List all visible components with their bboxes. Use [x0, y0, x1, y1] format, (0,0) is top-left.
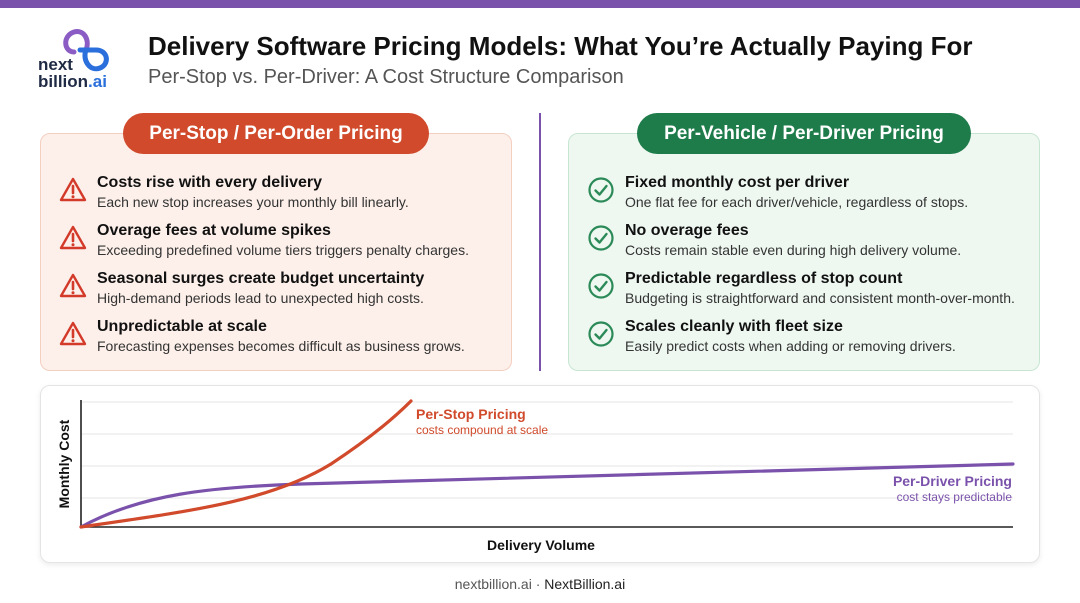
x-axis-label: Delivery Volume	[487, 537, 595, 553]
item-description: Budgeting is straightforward and consist…	[625, 290, 1015, 306]
warning-icon	[59, 272, 87, 300]
check-circle-icon	[587, 224, 615, 252]
item-description: Forecasting expenses becomes difficult a…	[97, 338, 465, 354]
per-driver-panel	[568, 133, 1040, 371]
per-stop-series-line	[79, 399, 413, 529]
item-description: Exceeding predefined volume tiers trigge…	[97, 242, 469, 258]
column-divider	[539, 113, 541, 371]
per-stop-series-note: costs compound at scale	[416, 423, 548, 437]
y-axis-label: Monthly Cost	[56, 419, 72, 508]
check-circle-icon	[587, 320, 615, 348]
per-stop-series-label: Per-Stop Pricing	[416, 406, 526, 422]
item-description: High-demand periods lead to unexpected h…	[97, 290, 424, 306]
item-heading: Scales cleanly with fleet size	[625, 318, 843, 335]
per-stop-title-pill: Per-Stop / Per-Order Pricing	[123, 113, 429, 154]
check-circle-icon	[587, 272, 615, 300]
item-description: One flat fee for each driver/vehicle, re…	[625, 194, 969, 210]
item-heading: Overage fees at volume spikes	[97, 222, 331, 239]
item-heading: Unpredictable at scale	[97, 318, 267, 335]
nextbillion-logo: next billion.ai	[38, 26, 128, 96]
item-description: Costs remain stable even during high del…	[625, 242, 962, 258]
item-heading: Fixed monthly cost per driver	[625, 174, 850, 191]
page-title: Delivery Software Pricing Models: What Y…	[148, 31, 973, 61]
logo-suffix: .ai	[88, 72, 107, 91]
warning-icon	[59, 176, 87, 204]
item-heading: Seasonal surges create budget uncertaint…	[97, 270, 425, 287]
per-driver-title-pill: Per-Vehicle / Per-Driver Pricing	[637, 113, 971, 154]
logo-line-1: next	[38, 55, 73, 74]
page-subtitle: Per-Stop vs. Per-Driver: A Cost Structur…	[148, 66, 624, 88]
footer-brand: NextBillion.ai	[544, 576, 626, 592]
footer-separator: ·	[531, 576, 545, 592]
footer: nextbillion.ai · NextBillion.ai	[0, 576, 1080, 592]
item-description: Each new stop increases your monthly bil…	[97, 194, 409, 210]
logo-wordmark: next billion.ai	[38, 56, 107, 90]
footer-domain: nextbillion.ai	[454, 576, 532, 592]
check-circle-icon	[587, 176, 615, 204]
logo-mark-icon	[63, 29, 109, 72]
per-driver-series-note: cost stays predictable	[897, 490, 1013, 504]
item-heading: Costs rise with every delivery	[97, 174, 322, 191]
top-accent-bar	[0, 0, 1080, 8]
item-heading: No overage fees	[625, 222, 749, 239]
per-driver-series-line	[79, 462, 1015, 529]
warning-icon	[59, 224, 87, 252]
per-driver-series-label: Per-Driver Pricing	[893, 473, 1012, 489]
cost-chart-card: Per-Stop Pricing costs compound at scale P…	[40, 385, 1040, 563]
item-heading: Predictable regardless of stop count	[625, 270, 903, 287]
warning-icon	[59, 320, 87, 348]
logo-line-2: billion	[38, 72, 89, 91]
item-description: Easily predict costs when adding or remo…	[625, 338, 956, 354]
